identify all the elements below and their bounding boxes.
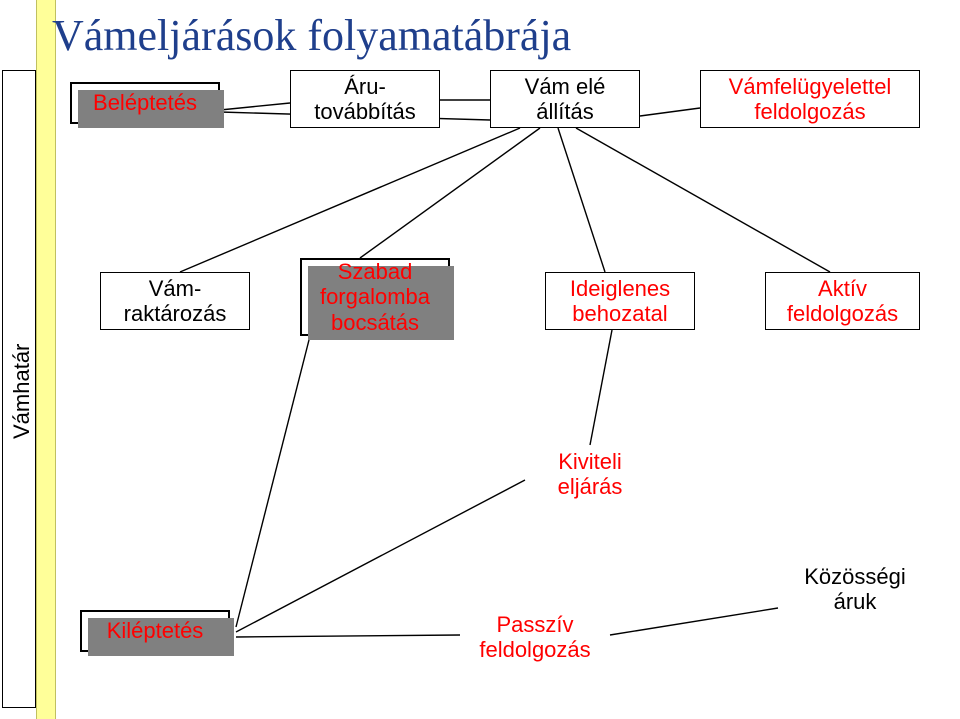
- node-kozossegi: Közösségiáruk: [780, 560, 930, 618]
- node-line: Beléptetés: [93, 90, 197, 115]
- node-line: áruk: [834, 589, 877, 614]
- node-line: Aktív: [818, 276, 867, 301]
- node-line: Kiviteli: [558, 449, 622, 474]
- diagram-canvas: Vámhatár Vámeljárások folyamatábrája Bel…: [0, 0, 960, 719]
- node-line: feldolgozás: [479, 637, 590, 662]
- node-line: bocsátás: [331, 310, 419, 335]
- node-vamraktar: Vám-raktározás: [100, 272, 250, 330]
- node-kileptetes: Kiléptetés: [80, 610, 230, 652]
- node-aktiv: Aktívfeldolgozás: [765, 272, 920, 330]
- page-title: Vámeljárások folyamatábrája: [52, 10, 571, 61]
- node-line: feldolgozás: [754, 99, 865, 124]
- node-passziv: Passzívfeldolgozás: [455, 608, 615, 666]
- node-line: Közösségi: [804, 564, 906, 589]
- node-line: forgalomba: [320, 284, 430, 309]
- node-line: Kiléptetés: [107, 618, 204, 643]
- yellow-bar: [36, 0, 56, 719]
- node-line: Ideiglenes: [570, 276, 670, 301]
- node-line: Passzív: [496, 612, 573, 637]
- node-ideiglenes: Ideiglenesbehozatal: [545, 272, 695, 330]
- vamhatar-label: Vámhatár: [9, 344, 35, 439]
- node-line: állítás: [536, 99, 593, 124]
- node-kiviteli: Kivitelieljárás: [525, 445, 655, 503]
- node-line: továbbítás: [314, 99, 416, 124]
- node-line: Vám elé: [525, 74, 606, 99]
- node-arutovabbitas: Áru-továbbítás: [290, 70, 440, 128]
- node-vamfelugy: Vámfelügyelettelfeldolgozás: [700, 70, 920, 128]
- node-line: Áru-: [344, 74, 386, 99]
- node-line: feldolgozás: [787, 301, 898, 326]
- node-line: eljárás: [558, 474, 623, 499]
- node-line: Vámfelügyelettel: [729, 74, 892, 99]
- node-line: Szabad: [338, 259, 413, 284]
- node-beleptetes: Beléptetés: [70, 82, 220, 124]
- node-vamele: Vám eléállítás: [490, 70, 640, 128]
- node-line: behozatal: [572, 301, 667, 326]
- node-szabad: Szabadforgalombabocsátás: [300, 258, 450, 336]
- node-line: Vám-: [149, 276, 202, 301]
- node-line: raktározás: [124, 301, 227, 326]
